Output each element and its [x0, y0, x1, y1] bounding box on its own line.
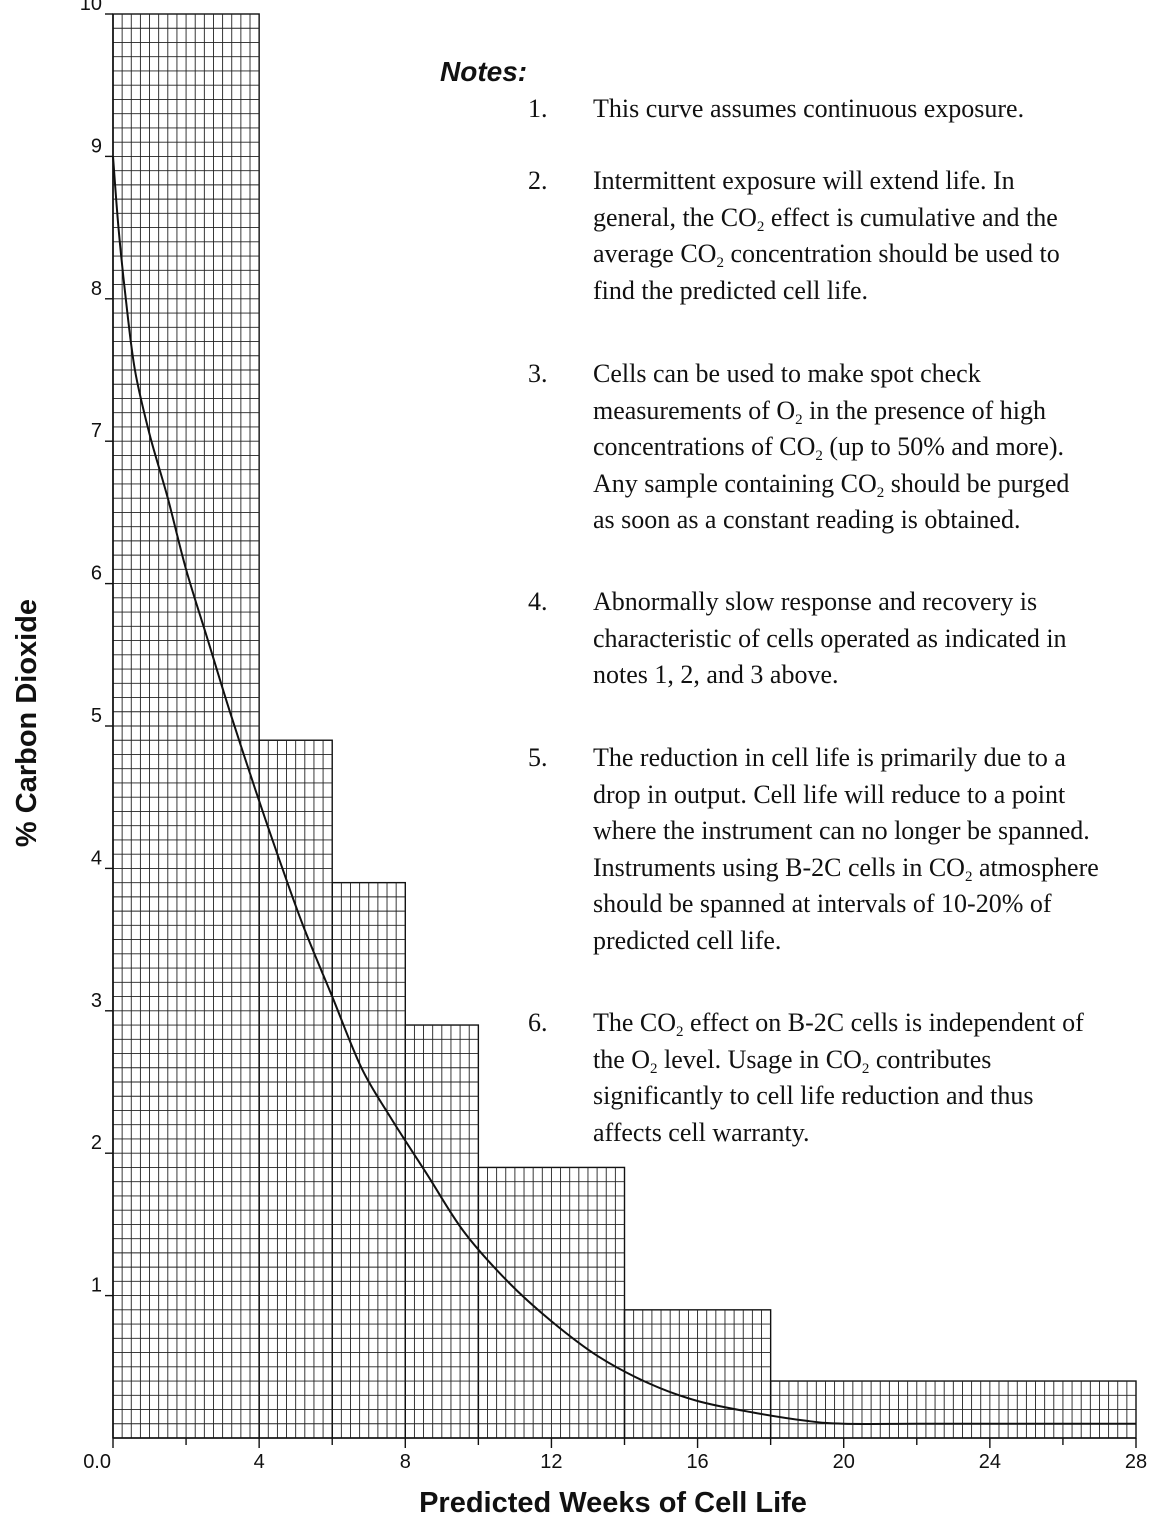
note-text: The reduction in cell life is primarily … — [593, 740, 1155, 959]
series-line — [112, 156, 1136, 1425]
y-tick-label: 7 — [91, 420, 102, 442]
note-6: 6. The CO2 effect on B-2C cells is indep… — [528, 1005, 1155, 1155]
note-line: concentrations of CO2 (up to 50% and mor… — [593, 432, 1065, 464]
note-line: Instruments using B-2C cells in CO2 atmo… — [593, 852, 1099, 885]
note-text: This curve assumes continuous exposure. — [593, 91, 1155, 128]
note-line: The reduction in cell life is primarily … — [593, 743, 1066, 772]
note-line: average CO2 concentration should be used… — [593, 239, 1060, 271]
note-line: the O2 level. Usage in CO2 contributes — [593, 1044, 992, 1077]
note-line: significantly to cell life reduction and… — [593, 1081, 1034, 1110]
note-number: 1. — [528, 94, 548, 123]
y-tick-label: 8 — [91, 278, 102, 300]
note-number: 2. — [528, 166, 548, 195]
note-line: Any sample containing CO2 should be purg… — [593, 468, 1070, 501]
note-line: notes 1, 2, and 3 above. — [593, 660, 839, 689]
note-line: predicted cell life. — [593, 925, 782, 955]
y-tick-label: 4 — [91, 847, 102, 869]
note-line: affects cell warranty. — [593, 1117, 810, 1147]
x-tick-label: 28 — [1125, 1451, 1147, 1473]
y-tick-label: 6 — [91, 563, 102, 585]
note-line: should be spanned at intervals of 10-20%… — [593, 889, 1052, 918]
note-5: 5. The reduction in cell life is primari… — [528, 740, 1155, 962]
note-3: 3. Cells can be used to make spot check … — [528, 356, 1155, 542]
axes — [105, 13, 1137, 1448]
x-tick-label: 16 — [686, 1451, 708, 1473]
note-text: Abnormally slow response and recovery is… — [593, 584, 1155, 694]
x-tick-label: 20 — [833, 1451, 855, 1473]
x-tick-label: 8 — [400, 1451, 411, 1473]
note-line: find the predicted cell life. — [593, 275, 869, 305]
note-line: general, the CO2 effect is cumulative an… — [593, 202, 1058, 235]
y-tick-label: 10 — [80, 0, 102, 15]
note-line: measurements of O2 in the presence of hi… — [593, 395, 1046, 428]
x-tick-label: 0.0 — [83, 1451, 111, 1473]
note-line: drop in output. Cell life will reduce to… — [593, 779, 1066, 809]
note-number: 5. — [528, 743, 548, 772]
note-text: The CO2 effect on B-2C cells is independ… — [593, 1005, 1155, 1151]
y-tick-label: 1 — [91, 1275, 102, 1297]
note-number: 3. — [528, 359, 548, 388]
y-axis-title: % Carbon Dioxide — [11, 599, 43, 847]
note-line: where the instrument can no longer be sp… — [593, 816, 1090, 845]
note-1: 1. This curve assumes continuous exposur… — [528, 91, 1155, 131]
note-number: 6. — [528, 1008, 548, 1037]
x-tick-label: 4 — [254, 1451, 265, 1473]
note-line: characteristic of cells operated as indi… — [593, 623, 1067, 653]
note-number: 4. — [528, 587, 548, 616]
note-line: Intermittent exposure will extend life. … — [593, 166, 1015, 195]
note-line: Abnormally slow response and recovery is — [593, 587, 1038, 616]
note-4: 4. Abnormally slow response and recovery… — [528, 584, 1155, 696]
notes-title: Notes: — [440, 56, 528, 87]
note-line: The CO2 effect on B-2C cells is independ… — [593, 1008, 1084, 1040]
y-tick-label: 5 — [91, 705, 102, 727]
y-tick-label: 3 — [91, 990, 102, 1012]
note-2: 2. Intermittent exposure will extend lif… — [528, 163, 1155, 313]
x-axis-title: Predicted Weeks of Cell Life — [419, 1487, 807, 1519]
note-line: Cells can be used to make spot check — [593, 359, 981, 388]
x-tick-label: 24 — [979, 1451, 1001, 1473]
y-tick-label: 2 — [91, 1132, 102, 1154]
note-text: Intermittent exposure will extend life. … — [593, 163, 1155, 309]
y-tick-label: 9 — [91, 135, 102, 157]
note-line: This curve assumes continuous exposure. — [593, 94, 1025, 123]
x-tick-label: 12 — [540, 1451, 562, 1473]
note-line: as soon as a constant reading is obtaine… — [593, 505, 1021, 534]
grid — [112, 13, 1137, 1439]
note-text: Cells can be used to make spot check mea… — [593, 356, 1155, 539]
